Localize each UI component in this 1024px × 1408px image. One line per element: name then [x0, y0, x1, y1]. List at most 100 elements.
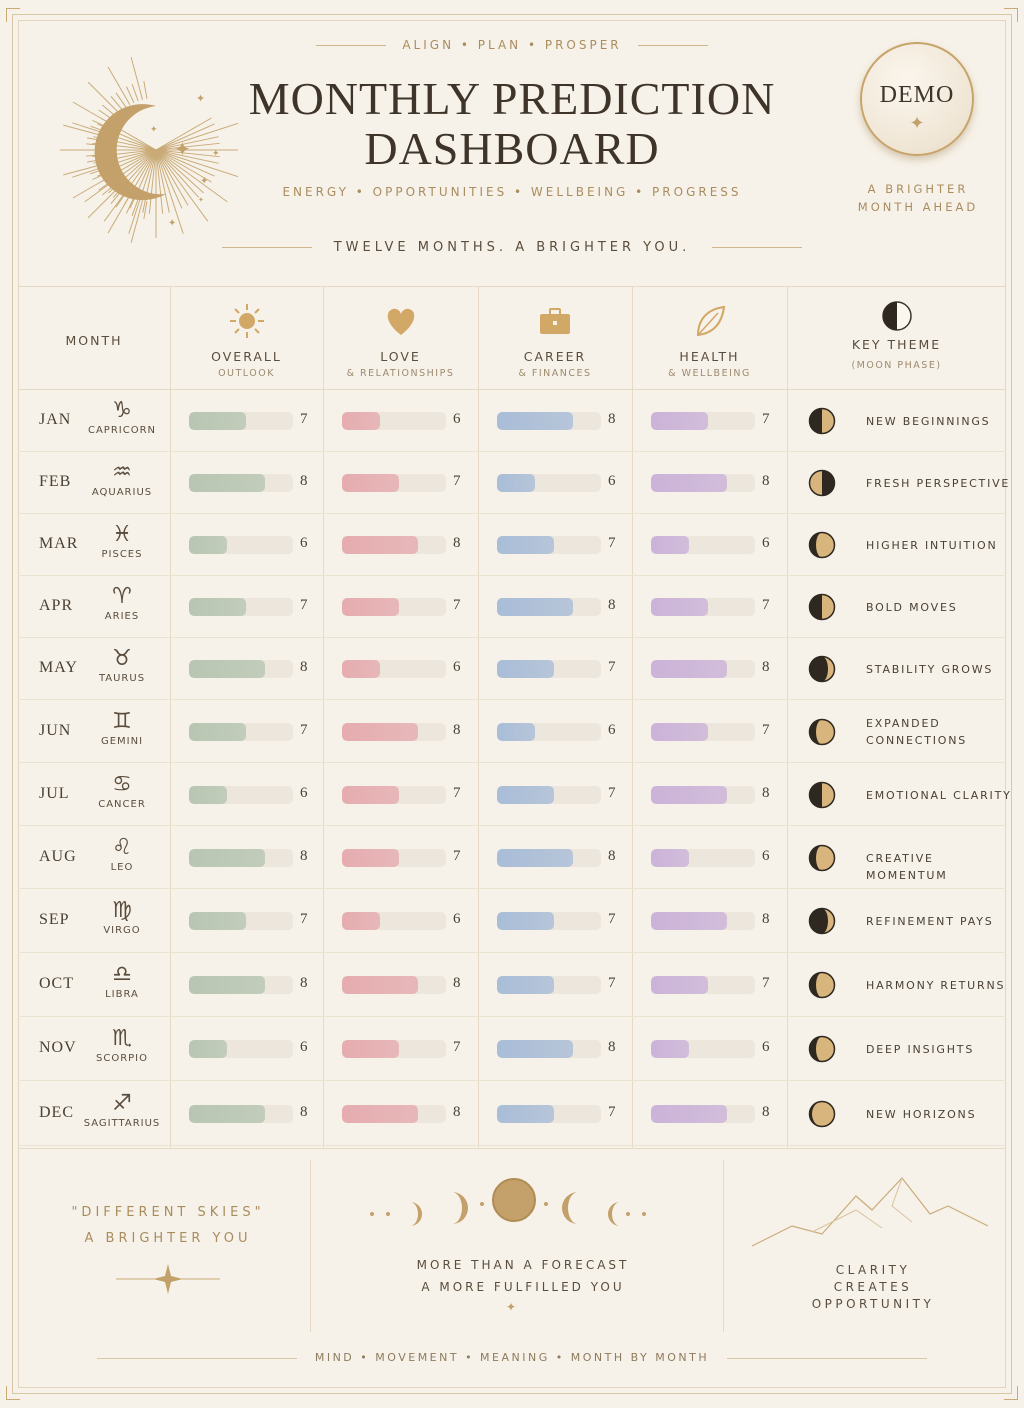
career-bar — [497, 848, 601, 867]
overall-score: 6 — [300, 1039, 308, 1055]
moon-phase-icon — [808, 781, 836, 809]
health-bar — [651, 412, 755, 430]
overall-bar-fill — [189, 848, 265, 867]
footer-panel — [18, 1148, 1006, 1332]
header-love: LOVE & RELATIONSHIPS — [323, 287, 478, 391]
key-theme: NEW HORIZONS — [866, 1107, 977, 1121]
svg-text:✦: ✦ — [212, 149, 220, 159]
career-score: 8 — [608, 1039, 616, 1055]
career-bar — [497, 536, 601, 554]
health-score: 6 — [762, 535, 770, 551]
overall-bar-fill — [189, 536, 227, 554]
zodiac-icon: ♐ — [112, 1090, 132, 1116]
table-row: FEB ♒ AQUARIUS 8 7 6 8 FRESH PERSPECTIVE — [18, 452, 1008, 514]
overall-bar-fill — [189, 412, 246, 430]
love-score: 8 — [453, 1103, 461, 1120]
overall-bar — [189, 536, 293, 554]
overall-bar — [189, 976, 293, 994]
health-bar-fill — [651, 536, 689, 554]
header-overall: OVERALL OUTLOOK — [170, 287, 323, 391]
health-score: 8 — [762, 784, 770, 801]
love-bar — [342, 412, 446, 430]
zodiac-name: SAGITTARIUS — [83, 1117, 161, 1129]
corner-ornament — [1004, 1386, 1018, 1400]
leaf-icon — [696, 305, 725, 337]
zodiac-icon: ♉ — [112, 646, 132, 671]
overall-bar-fill — [189, 474, 265, 492]
overall-bar-fill — [189, 912, 246, 930]
career-bar-fill — [497, 1104, 554, 1123]
overall-score: 7 — [300, 597, 308, 613]
month-label: APR — [39, 597, 74, 614]
key-theme: REFINEMENT PAYS — [866, 915, 994, 928]
overall-bar-fill — [189, 785, 227, 804]
career-bar — [497, 976, 601, 994]
health-bar — [651, 912, 755, 930]
table-header: MONTH OVERALL OUTLOOK LOVE & RELATIONSHI… — [18, 286, 1006, 390]
overall-score: 7 — [300, 411, 308, 427]
zodiac-name: VIRGO — [103, 925, 141, 936]
career-score: 7 — [608, 784, 616, 801]
health-bar — [651, 660, 755, 678]
love-bar-fill — [342, 722, 418, 741]
hero-line: TWELVE MONTHS. A BRIGHTER YOU. — [0, 240, 1024, 255]
key-theme: HIGHER INTUITION — [866, 539, 998, 552]
zodiac-name: ARIES — [104, 611, 140, 622]
overall-score: 7 — [300, 721, 308, 738]
zodiac-sign: ♋ CANCER — [83, 772, 161, 810]
career-score: 7 — [608, 535, 616, 551]
briefcase-icon — [540, 308, 570, 334]
zodiac-sign: ♈ ARIES — [83, 585, 161, 623]
heart-icon — [387, 308, 414, 335]
health-score: 8 — [762, 473, 770, 489]
corner-ornament — [6, 8, 20, 22]
corner-ornament — [1004, 8, 1018, 22]
header-theme: KEY THEME (MOON PHASE) — [787, 287, 1006, 391]
inner-frame — [18, 20, 1006, 1388]
overall-score: 7 — [300, 911, 308, 927]
footer-divider — [310, 1160, 311, 1332]
health-bar — [651, 722, 755, 741]
health-bar — [651, 976, 755, 994]
table-row: SEP ♍ VIRGO 7 6 7 8 REFINEMENT PAYS — [18, 889, 1006, 953]
love-bar-fill — [342, 976, 418, 994]
health-bar — [651, 785, 755, 804]
health-bar — [651, 1040, 755, 1058]
love-bar-fill — [342, 474, 399, 492]
zodiac-icon: ♓ — [112, 522, 132, 547]
love-score: 7 — [453, 784, 461, 801]
zodiac-sign: ♊ GEMINI — [83, 709, 161, 747]
moon-phase-icon — [808, 469, 836, 497]
love-bar-fill — [342, 848, 399, 867]
overall-bar-fill — [189, 976, 265, 994]
table-row: JAN ♑ CAPRICORN 7 6 8 7 NEW BEGINNINGS — [18, 390, 1006, 452]
zodiac-sign: ♑ CAPRICORN — [83, 399, 161, 437]
love-score: 6 — [453, 411, 461, 427]
prediction-table: MONTH OVERALL OUTLOOK LOVE & RELATIONSHI… — [18, 286, 1010, 1146]
month-label: SEP — [39, 911, 70, 928]
health-bar — [651, 474, 755, 492]
career-bar — [497, 722, 601, 741]
love-bar-fill — [342, 660, 380, 678]
career-bar-fill — [497, 848, 573, 867]
health-bar-fill — [651, 722, 708, 741]
love-score: 6 — [453, 911, 461, 927]
footer-quote: "DIFFERENT SKIES" A BRIGHTER YOU — [71, 1205, 265, 1246]
health-score: 8 — [762, 911, 770, 927]
love-bar-fill — [342, 598, 399, 616]
sparkle-divider-icon — [116, 1264, 220, 1294]
career-bar — [497, 474, 601, 492]
zodiac-name: CANCER — [98, 798, 146, 810]
overall-score: 6 — [300, 784, 308, 801]
health-bar-fill — [651, 976, 708, 994]
love-bar-fill — [342, 1040, 399, 1058]
table-row: NOV ♏ SCORPIO 6 7 8 6 DEEP INSIGHTS — [18, 1017, 1006, 1081]
love-score: 8 — [453, 975, 461, 991]
love-score: 7 — [453, 473, 461, 489]
love-bar — [342, 598, 446, 616]
zodiac-name: AQUARIUS — [91, 487, 153, 498]
outer-frame — [12, 14, 1012, 1394]
key-theme: EMOTIONAL CLARITY — [866, 788, 1012, 802]
health-score: 7 — [762, 721, 770, 738]
month-label: NOV — [39, 1039, 77, 1056]
